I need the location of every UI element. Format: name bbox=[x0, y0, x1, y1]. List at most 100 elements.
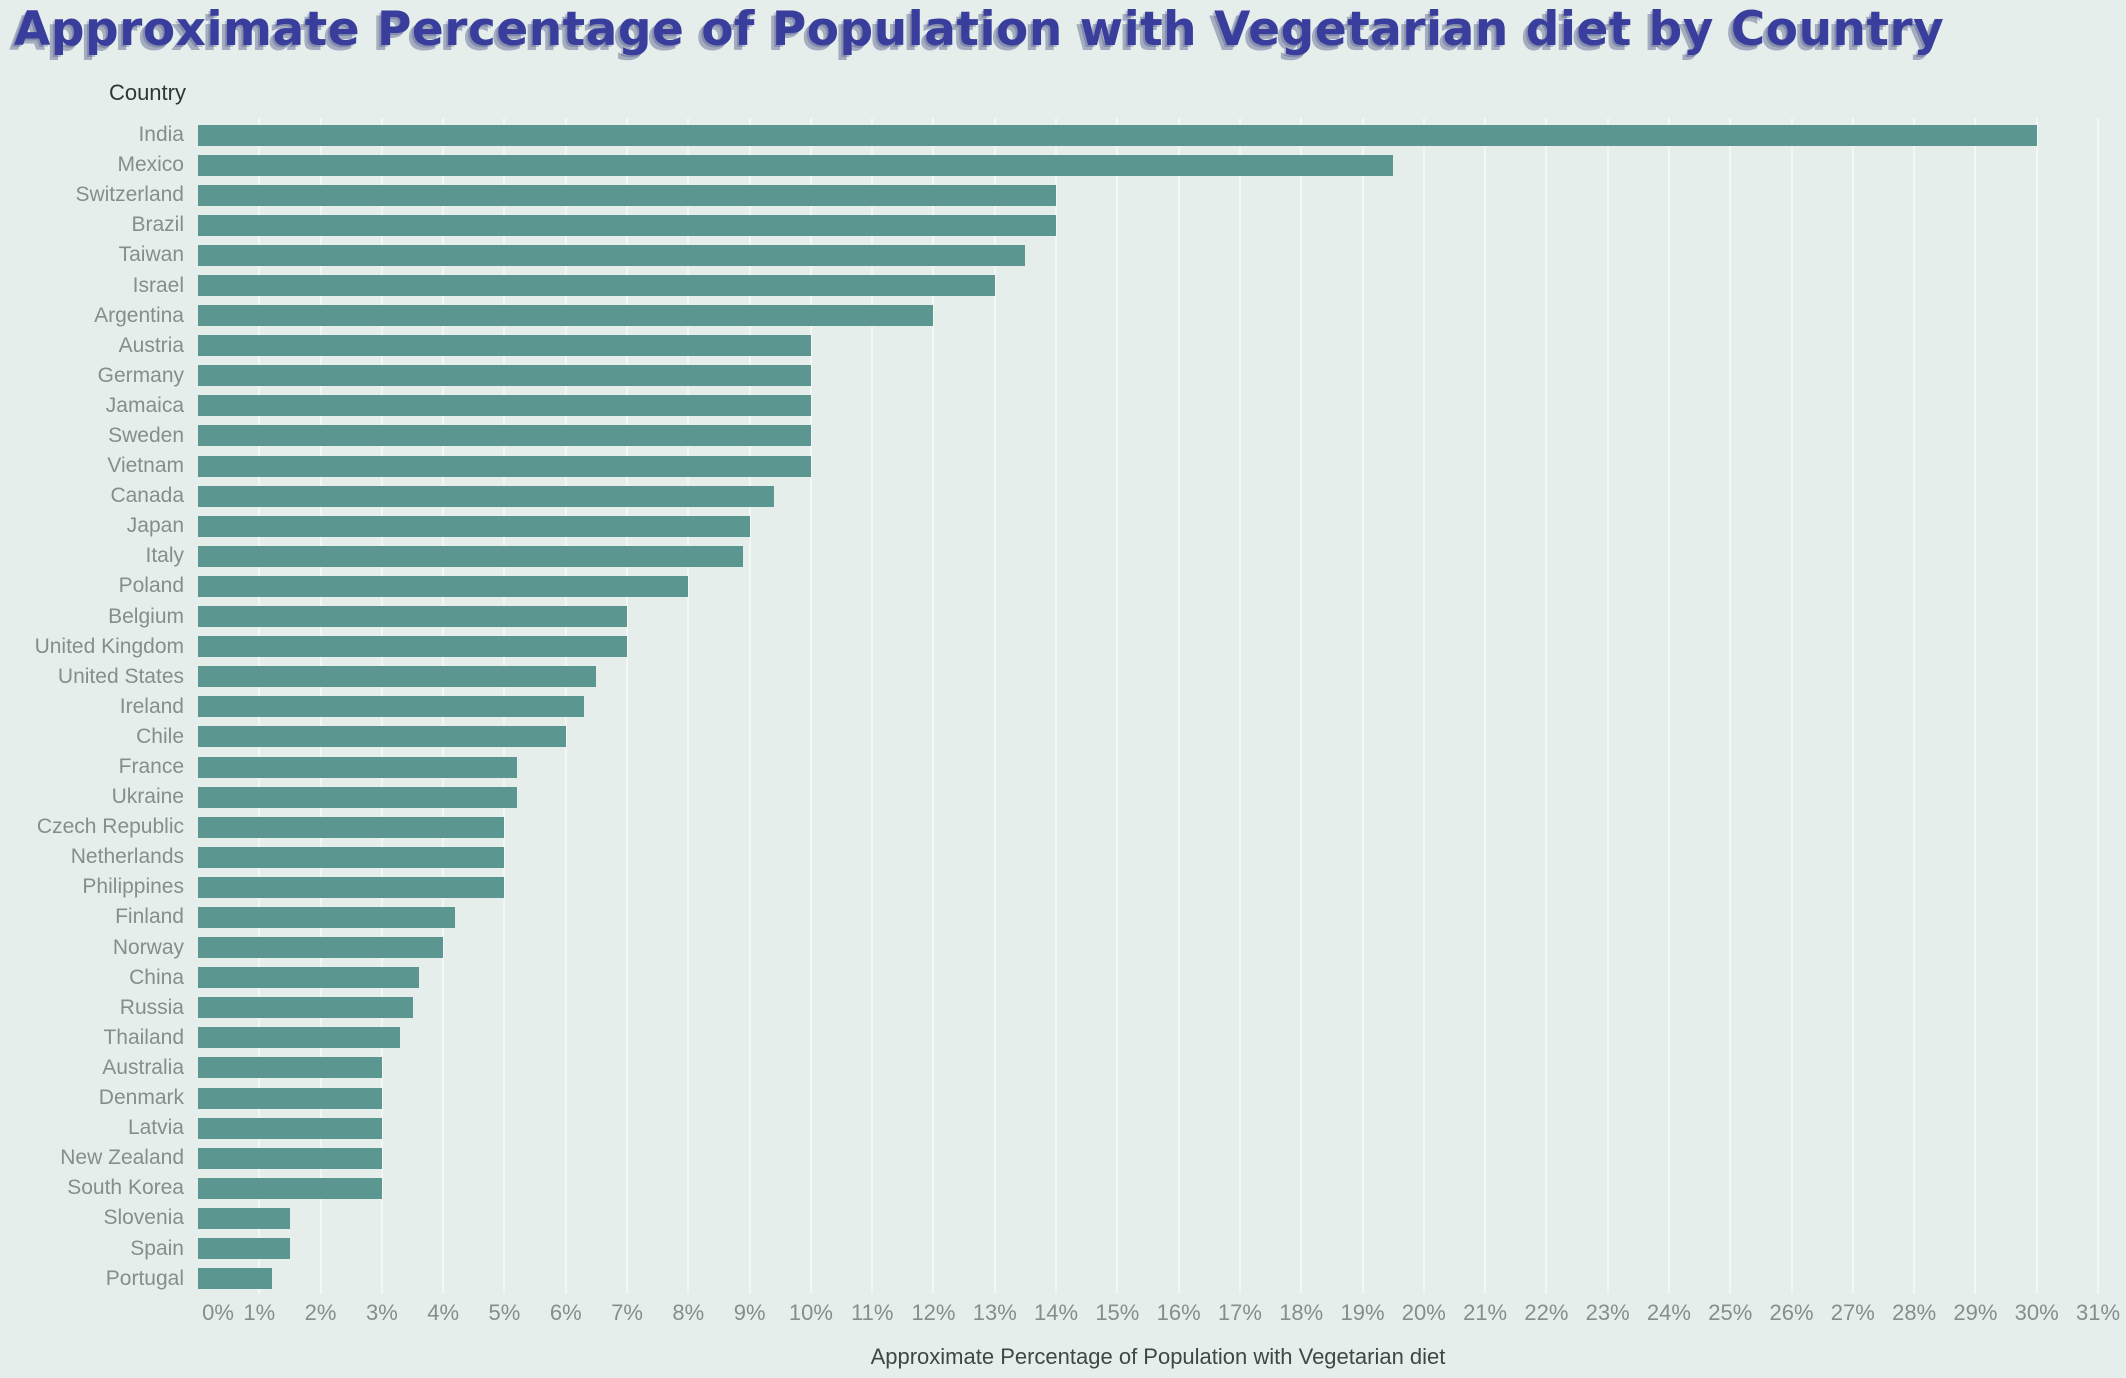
bar-rows: India Mexico Switzerland Brazil Taiwan Israel… bbox=[0, 120, 2118, 1294]
bar-row: Jamaica bbox=[0, 391, 2118, 421]
bar[interactable] bbox=[198, 1268, 272, 1290]
bar[interactable] bbox=[198, 1027, 401, 1049]
bar-row: China bbox=[0, 963, 2118, 993]
bar[interactable] bbox=[198, 1207, 290, 1229]
x-tick-label: 26% bbox=[1769, 1300, 1814, 1325]
x-tick-label: 11% bbox=[850, 1300, 894, 1325]
country-label: Philippines bbox=[82, 875, 184, 899]
bar[interactable] bbox=[198, 244, 1026, 266]
bar[interactable] bbox=[198, 816, 505, 838]
x-tick-label: 8% bbox=[672, 1300, 705, 1325]
bar[interactable] bbox=[198, 365, 811, 387]
gridline bbox=[2035, 118, 2038, 1294]
bar-row: Netherlands bbox=[0, 842, 2118, 872]
gridline bbox=[1055, 118, 1058, 1294]
x-tick-label: 10% bbox=[788, 1300, 833, 1325]
country-label: Chile bbox=[136, 724, 184, 748]
bar[interactable] bbox=[198, 906, 456, 928]
bar[interactable] bbox=[198, 967, 419, 989]
bar[interactable] bbox=[198, 1147, 382, 1169]
bar[interactable] bbox=[198, 455, 811, 477]
bar[interactable] bbox=[198, 425, 811, 447]
bar-track bbox=[198, 636, 2098, 658]
bar[interactable] bbox=[198, 214, 1057, 236]
x-tick-label: 4% bbox=[427, 1300, 460, 1325]
gridline bbox=[1238, 118, 1241, 1294]
gridline bbox=[1300, 118, 1303, 1294]
bar[interactable] bbox=[198, 184, 1057, 206]
bar[interactable] bbox=[198, 545, 744, 567]
country-label: Ukraine bbox=[111, 785, 184, 809]
bar-row: Canada bbox=[0, 481, 2118, 511]
bar-row: Brazil bbox=[0, 210, 2118, 240]
x-tick-label: 12% bbox=[911, 1300, 956, 1325]
bar[interactable] bbox=[198, 575, 689, 597]
bar[interactable] bbox=[198, 696, 585, 718]
bar-row: India bbox=[0, 120, 2118, 150]
x-tick-label: 20% bbox=[1401, 1300, 1446, 1325]
bar[interactable] bbox=[198, 786, 517, 808]
bar-track bbox=[198, 666, 2098, 688]
bar[interactable] bbox=[198, 154, 1394, 176]
bar[interactable] bbox=[198, 275, 995, 297]
bar[interactable] bbox=[198, 515, 750, 537]
bar-row: Vietnam bbox=[0, 451, 2118, 481]
bar-row: Philippines bbox=[0, 872, 2118, 902]
bar-track bbox=[198, 1238, 2098, 1260]
country-label: Spain bbox=[130, 1236, 184, 1260]
bar[interactable] bbox=[198, 1087, 382, 1109]
bar-row: Argentina bbox=[0, 301, 2118, 331]
bar-track bbox=[198, 485, 2098, 507]
bar[interactable] bbox=[198, 937, 444, 959]
country-label: United States bbox=[57, 664, 184, 688]
bar[interactable] bbox=[198, 1177, 382, 1199]
bar-track bbox=[198, 726, 2098, 748]
gridline bbox=[1545, 118, 1548, 1294]
bar[interactable] bbox=[198, 1057, 382, 1079]
bar-row: Thailand bbox=[0, 1023, 2118, 1053]
bar-track bbox=[198, 906, 2098, 928]
x-tick-label: 19% bbox=[1340, 1300, 1385, 1325]
bar-track bbox=[198, 365, 2098, 387]
bar[interactable] bbox=[198, 395, 811, 417]
bar-row: Russia bbox=[0, 993, 2118, 1023]
country-label: France bbox=[118, 755, 184, 779]
x-tick-label: 16% bbox=[1156, 1300, 1201, 1325]
bar[interactable] bbox=[198, 846, 505, 868]
bar[interactable] bbox=[198, 997, 413, 1019]
bar[interactable] bbox=[198, 756, 517, 778]
bar-row: Japan bbox=[0, 511, 2118, 541]
bar-track bbox=[198, 1147, 2098, 1169]
country-label: Slovenia bbox=[103, 1206, 184, 1230]
bar-row: Italy bbox=[0, 541, 2118, 571]
bar[interactable] bbox=[198, 124, 2037, 146]
country-label: Germany bbox=[97, 363, 184, 387]
bar[interactable] bbox=[198, 606, 628, 628]
bar-track bbox=[198, 816, 2098, 838]
gridline bbox=[809, 118, 812, 1294]
bar[interactable] bbox=[198, 1238, 290, 1260]
bar[interactable] bbox=[198, 1117, 382, 1139]
x-tick-label: 0% bbox=[202, 1300, 234, 1325]
bar-row: Austria bbox=[0, 331, 2118, 361]
country-label: United Kingdom bbox=[34, 634, 184, 658]
bar-track bbox=[198, 244, 2098, 266]
bar-track bbox=[198, 1027, 2098, 1049]
bar-row: Czech Republic bbox=[0, 812, 2118, 842]
bar[interactable] bbox=[198, 666, 597, 688]
bar[interactable] bbox=[198, 726, 566, 748]
bar-track bbox=[198, 275, 2098, 297]
bar[interactable] bbox=[198, 305, 934, 327]
country-label: Brazil bbox=[131, 213, 184, 237]
bar-track bbox=[198, 696, 2098, 718]
bar[interactable] bbox=[198, 335, 811, 357]
bar[interactable] bbox=[198, 876, 505, 898]
bar[interactable] bbox=[198, 485, 775, 507]
country-label: Latvia bbox=[127, 1116, 184, 1140]
x-tick-label: 24% bbox=[1646, 1300, 1691, 1325]
gridline bbox=[1361, 118, 1364, 1294]
gridline bbox=[1974, 118, 1977, 1294]
bar-track bbox=[198, 515, 2098, 537]
bar-row: Slovenia bbox=[0, 1203, 2118, 1233]
bar[interactable] bbox=[198, 636, 628, 658]
